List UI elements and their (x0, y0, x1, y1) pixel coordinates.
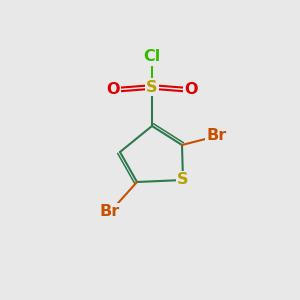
Text: S: S (146, 80, 158, 94)
Text: S: S (177, 172, 189, 188)
Text: O: O (106, 82, 120, 98)
Text: Br: Br (100, 205, 120, 220)
Text: Cl: Cl (143, 50, 161, 64)
Text: O: O (184, 82, 198, 98)
Text: Br: Br (207, 128, 227, 143)
